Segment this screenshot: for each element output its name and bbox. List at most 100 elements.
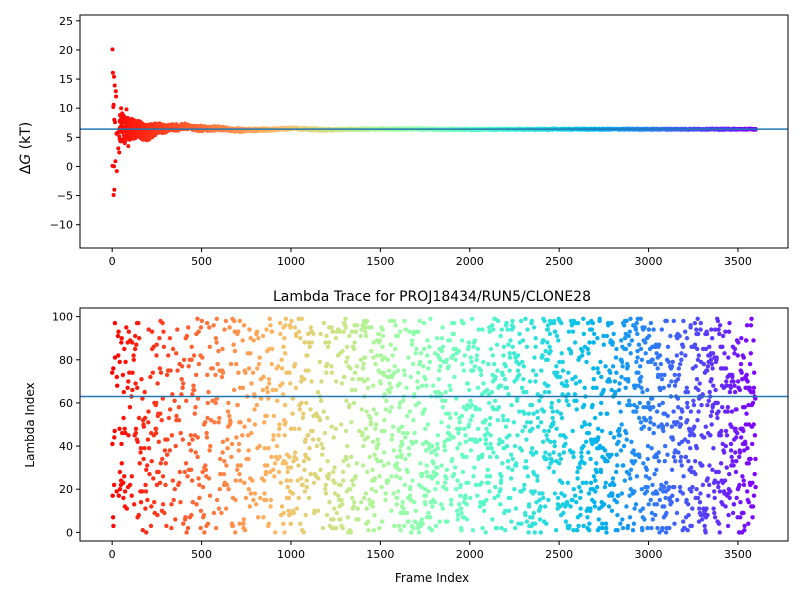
lambda-point xyxy=(333,336,339,341)
lambda-point xyxy=(190,392,195,397)
dg-point xyxy=(112,74,116,79)
lambda-point xyxy=(167,407,173,412)
lambda-point xyxy=(520,359,525,365)
lambda-point xyxy=(447,338,453,343)
lambda-point xyxy=(487,329,492,334)
lambda-point xyxy=(413,508,418,513)
lambda-point xyxy=(195,396,201,401)
lambda-point xyxy=(730,510,736,516)
lambda-point xyxy=(657,402,662,408)
lambda-point xyxy=(685,400,690,406)
x-tick-label: 2500 xyxy=(545,255,573,268)
lambda-point xyxy=(643,474,649,479)
lambda-point xyxy=(368,415,373,421)
lambda-point xyxy=(172,398,177,403)
lambda-point xyxy=(712,515,718,520)
lambda-point xyxy=(288,426,294,431)
lambda-point xyxy=(361,443,366,449)
lambda-point xyxy=(288,325,293,330)
lambda-point xyxy=(435,433,441,438)
lambda-point xyxy=(212,420,217,425)
lambda-point xyxy=(278,480,283,485)
lambda-point xyxy=(734,459,739,464)
lambda-point xyxy=(532,355,537,360)
lambda-point xyxy=(500,372,505,378)
lambda-point xyxy=(433,487,438,492)
lambda-point xyxy=(327,500,332,505)
lambda-point xyxy=(593,489,598,494)
lambda-point xyxy=(117,487,123,492)
lambda-point xyxy=(547,331,553,337)
lambda-point xyxy=(746,402,751,408)
lambda-point xyxy=(262,446,267,451)
lambda-point xyxy=(243,370,248,375)
lambda-point xyxy=(263,497,269,503)
lambda-point xyxy=(416,370,421,375)
lambda-point xyxy=(339,502,345,507)
lambda-point xyxy=(233,497,238,503)
lambda-point xyxy=(527,379,533,384)
lambda-point xyxy=(507,433,512,438)
lambda-point xyxy=(222,327,227,332)
lambda-point xyxy=(642,325,647,330)
lambda-point xyxy=(705,368,710,373)
lambda-point xyxy=(383,491,388,496)
lambda-point xyxy=(534,500,539,505)
lambda-point xyxy=(269,361,274,367)
lambda-point xyxy=(323,482,328,488)
lambda-point xyxy=(426,510,431,516)
lambda-point xyxy=(297,426,302,431)
lambda-point xyxy=(552,439,557,444)
lambda-point xyxy=(349,420,354,425)
lambda-point xyxy=(447,411,452,416)
lambda-point xyxy=(572,340,578,345)
lambda-point xyxy=(515,353,521,358)
lambda-point xyxy=(591,340,596,345)
lambda-point xyxy=(425,422,431,427)
lambda-point xyxy=(256,336,261,341)
lambda-point xyxy=(707,463,712,468)
lambda-point xyxy=(126,329,131,334)
lambda-point xyxy=(361,495,367,501)
lambda-point xyxy=(542,428,547,434)
lambda-point xyxy=(146,409,151,414)
lambda-point xyxy=(709,409,715,414)
lambda-point xyxy=(397,405,402,410)
lambda-point xyxy=(705,476,710,481)
lambda-point xyxy=(551,318,557,324)
lambda-point xyxy=(290,491,295,496)
lambda-point xyxy=(272,461,278,466)
lambda-point xyxy=(620,525,626,531)
lambda-point xyxy=(144,467,149,472)
lambda-point xyxy=(132,502,137,507)
lambda-x-axis-label: Frame Index xyxy=(395,571,469,585)
lambda-point xyxy=(243,495,249,501)
lambda-point xyxy=(111,366,116,371)
lambda-point xyxy=(735,353,740,358)
lambda-point xyxy=(677,484,683,490)
lambda-point xyxy=(232,348,238,354)
lambda-point xyxy=(357,428,362,434)
dg-point xyxy=(111,102,116,107)
lambda-point xyxy=(444,357,449,362)
lambda-point xyxy=(500,413,506,419)
lambda-point xyxy=(316,437,321,442)
lambda-point xyxy=(494,454,499,460)
lambda-point xyxy=(133,333,138,339)
lambda-point xyxy=(463,433,468,438)
lambda-point xyxy=(412,500,417,505)
lambda-point xyxy=(326,471,332,477)
lambda-point xyxy=(288,521,293,526)
lambda-point xyxy=(615,463,620,468)
lambda-point xyxy=(119,461,125,466)
lambda-point xyxy=(179,364,185,369)
lambda-point xyxy=(353,474,358,479)
lambda-point xyxy=(631,448,636,453)
lambda-point xyxy=(537,497,542,503)
lambda-point xyxy=(650,357,655,362)
lambda-point xyxy=(617,433,623,438)
lambda-point xyxy=(472,465,477,470)
lambda-point xyxy=(553,528,559,533)
lambda-point xyxy=(700,392,705,397)
lambda-point xyxy=(153,426,159,431)
